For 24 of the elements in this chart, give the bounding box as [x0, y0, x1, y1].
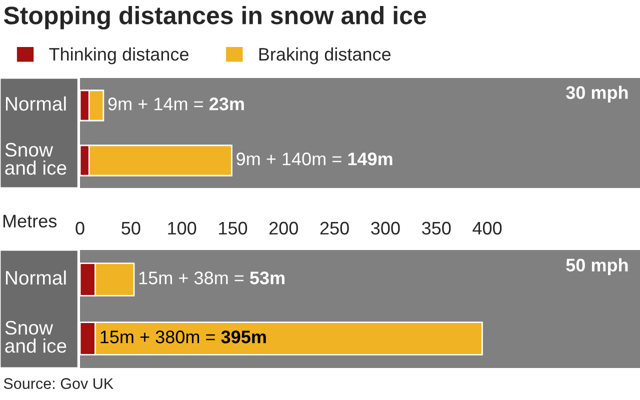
y-tick-label: Normal: [6, 96, 66, 111]
annotation: 50 mph: [566, 258, 628, 276]
x-tick-label: 300: [371, 222, 400, 235]
x-tick-label: 200: [269, 222, 298, 235]
legend-label: Thinking distance: [49, 47, 188, 64]
total-label: 9m + 14m = 23m: [108, 98, 244, 110]
total-label: 15m + 38m = 53m: [139, 272, 284, 284]
x-tick-label: 250: [320, 222, 349, 235]
x-tick-label: 400: [472, 222, 502, 235]
x-tick-label: 350: [422, 222, 451, 235]
x-tick-label: 50: [122, 222, 140, 235]
x-tick-label: 100: [168, 222, 196, 235]
total-label: 9m + 140m = 149m: [236, 152, 392, 166]
x-axis-title: Metres: [3, 214, 57, 228]
y-tick-label: Snow and ice: [5, 142, 66, 175]
chart-title: Stopping distances in snow and ice: [4, 6, 426, 30]
legend-label: Braking distance: [259, 47, 391, 64]
y-tick-label: Snow and ice: [5, 320, 66, 353]
source-note: Source: Gov UK: [4, 378, 114, 389]
annotation: 30 mph: [566, 86, 628, 103]
total-label: 15m + 380m = 395m: [100, 330, 266, 344]
x-tick-label: 150: [219, 222, 248, 235]
y-tick-label: Normal: [6, 270, 66, 285]
x-tick-label: 0: [76, 222, 84, 235]
